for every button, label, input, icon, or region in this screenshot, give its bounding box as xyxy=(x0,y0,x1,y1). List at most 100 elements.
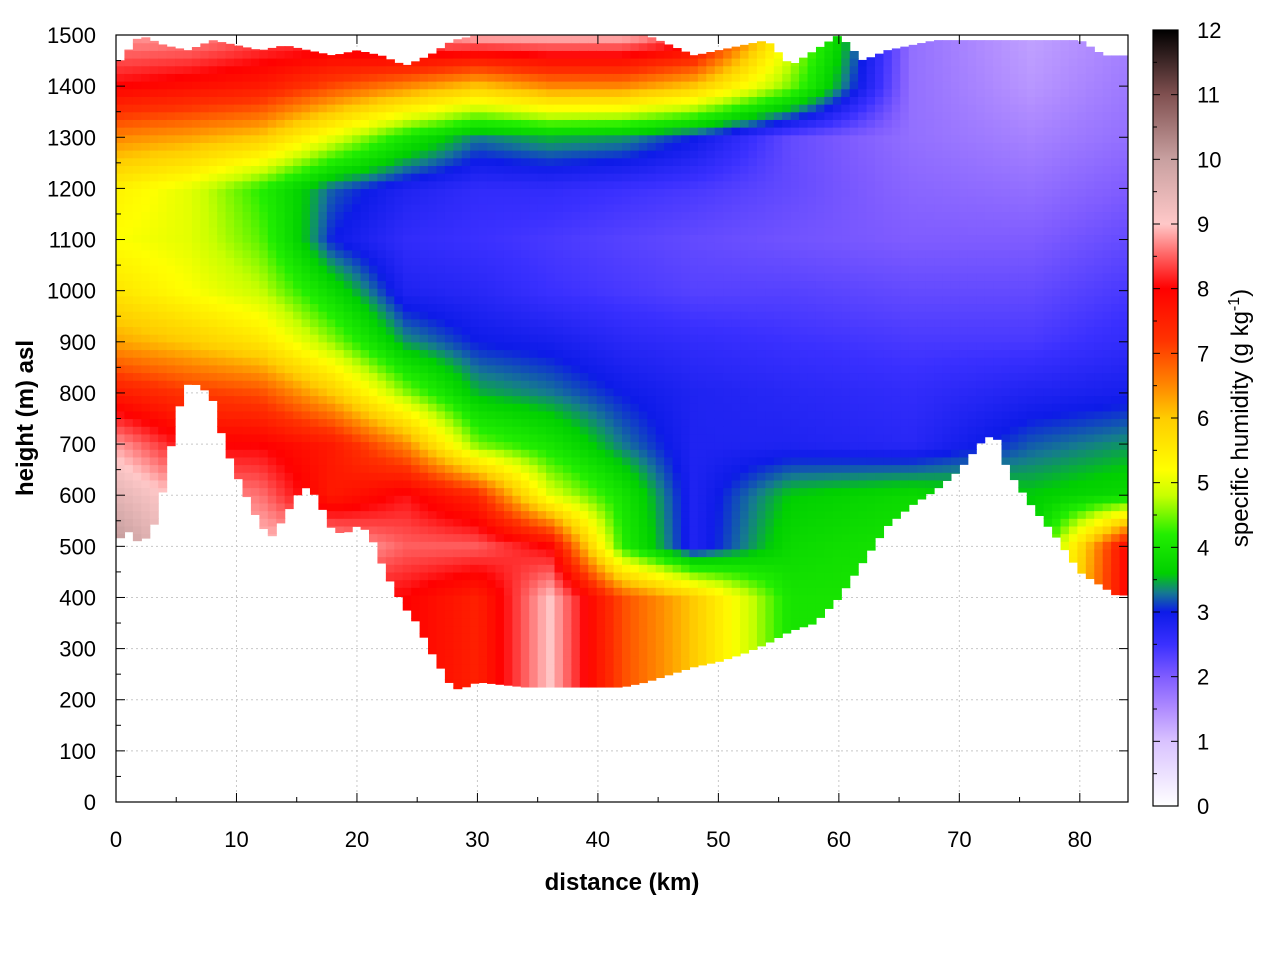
humidity-cell xyxy=(276,142,286,151)
humidity-cell xyxy=(377,219,387,228)
humidity-cell xyxy=(664,326,674,335)
humidity-cell xyxy=(293,364,303,374)
humidity-cell xyxy=(503,180,513,189)
humidity-cell xyxy=(318,226,328,236)
humidity-cell xyxy=(689,663,699,668)
humidity-cell xyxy=(149,364,159,374)
humidity-cell xyxy=(141,295,151,305)
humidity-cell xyxy=(562,203,572,213)
humidity-cell xyxy=(428,502,438,512)
humidity-cell xyxy=(411,196,421,205)
humidity-cell xyxy=(503,65,513,74)
humidity-cell xyxy=(200,219,210,228)
humidity-cell xyxy=(579,372,589,381)
humidity-cell xyxy=(579,357,589,366)
humidity-cell xyxy=(478,556,488,565)
humidity-cell xyxy=(124,88,134,97)
humidity-cell xyxy=(309,456,319,466)
humidity-cell xyxy=(647,81,657,90)
humidity-cell xyxy=(571,311,581,320)
humidity-cell xyxy=(293,265,303,274)
humidity-cell xyxy=(571,150,581,159)
humidity-cell xyxy=(234,464,244,473)
humidity-cell xyxy=(276,196,286,205)
humidity-cell xyxy=(419,142,429,151)
humidity-cell xyxy=(596,671,606,680)
humidity-cell xyxy=(419,203,429,213)
humidity-cell xyxy=(419,303,429,312)
humidity-cell xyxy=(512,472,522,481)
humidity-cell xyxy=(385,556,395,565)
humidity-cell xyxy=(276,357,286,366)
humidity-cell xyxy=(419,73,429,82)
humidity-cell xyxy=(681,548,691,558)
humidity-cell xyxy=(554,196,564,205)
humidity-cell xyxy=(588,211,598,220)
humidity-cell xyxy=(622,602,632,611)
humidity-cell xyxy=(234,280,244,289)
humidity-cell xyxy=(402,525,412,535)
humidity-cell xyxy=(470,464,480,473)
humidity-cell xyxy=(664,441,674,450)
humidity-cell xyxy=(276,311,286,320)
humidity-cell xyxy=(444,234,454,243)
humidity-cell xyxy=(478,671,488,680)
humidity-cell xyxy=(478,380,488,389)
humidity-cell xyxy=(596,242,606,251)
humidity-cell xyxy=(478,219,488,228)
humidity-cell xyxy=(630,88,640,97)
humidity-cell xyxy=(343,157,353,166)
humidity-cell xyxy=(664,249,674,259)
humidity-cell xyxy=(461,533,471,542)
humidity-cell xyxy=(326,234,336,243)
humidity-cell xyxy=(318,272,328,282)
humidity-cell xyxy=(554,433,564,443)
humidity-cell xyxy=(622,58,632,67)
humidity-cell xyxy=(630,487,640,496)
humidity-cell xyxy=(655,602,665,611)
humidity-cell xyxy=(588,679,598,688)
humidity-cell xyxy=(622,579,632,588)
humidity-cell xyxy=(503,495,513,504)
humidity-cell xyxy=(124,464,134,473)
humidity-cell xyxy=(377,510,387,519)
humidity-cell xyxy=(402,518,412,527)
humidity-cell xyxy=(444,226,454,236)
humidity-cell xyxy=(672,150,682,159)
humidity-cell xyxy=(512,58,522,67)
humidity-cell xyxy=(234,96,244,105)
humidity-cell xyxy=(512,334,522,343)
humidity-cell xyxy=(377,280,387,289)
humidity-cell xyxy=(537,219,547,228)
humidity-cell xyxy=(554,426,564,435)
humidity-cell xyxy=(217,257,227,266)
humidity-cell xyxy=(520,357,530,366)
humidity-cell xyxy=(293,249,303,259)
humidity-cell xyxy=(622,111,632,120)
humidity-cell xyxy=(208,65,218,74)
humidity-cell xyxy=(318,280,328,289)
humidity-cell xyxy=(250,157,260,166)
humidity-cell xyxy=(141,487,151,496)
humidity-cell xyxy=(529,203,539,213)
humidity-cell xyxy=(166,46,176,51)
humidity-cell xyxy=(512,257,522,266)
humidity-cell xyxy=(276,65,286,74)
humidity-cell xyxy=(453,295,463,305)
humidity-cell xyxy=(630,433,640,443)
humidity-cell xyxy=(394,257,404,266)
humidity-cell xyxy=(461,249,471,259)
humidity-cell xyxy=(512,449,522,458)
humidity-cell xyxy=(293,311,303,320)
humidity-cell xyxy=(200,341,210,351)
humidity-cell xyxy=(546,42,556,51)
humidity-cell xyxy=(360,479,370,489)
humidity-cell xyxy=(622,571,632,581)
humidity-cell xyxy=(250,257,260,266)
humidity-cell xyxy=(512,280,522,289)
humidity-cell xyxy=(470,311,480,320)
humidity-cell xyxy=(149,134,159,143)
humidity-cell xyxy=(546,104,556,113)
humidity-cell xyxy=(554,648,564,657)
humidity-cell xyxy=(267,226,277,236)
